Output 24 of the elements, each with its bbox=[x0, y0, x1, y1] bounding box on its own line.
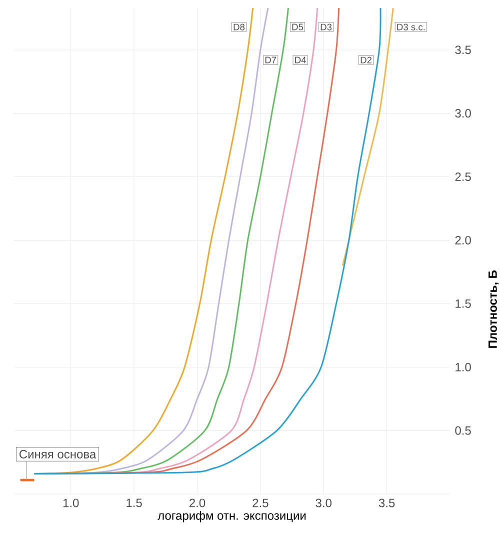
y-tick-label: 2.5 bbox=[455, 172, 471, 182]
y-tick-label: 1.5 bbox=[456, 299, 471, 308]
y-tick-label: 1.0 bbox=[456, 362, 471, 372]
x-tick-label: 3.5 bbox=[378, 498, 395, 508]
x-tick-label: 2.5 bbox=[252, 498, 268, 508]
y-tick-label: 0.5 bbox=[455, 426, 471, 435]
series-label: D3 bbox=[320, 24, 332, 30]
y-axis-title: Плотность, Б bbox=[488, 270, 499, 348]
series-label: D4 bbox=[295, 56, 306, 64]
x-axis-title: логарифм отн. экспозиции bbox=[158, 511, 306, 522]
y-tick-label: 2.0 bbox=[455, 236, 471, 244]
annotation: Синяя основа bbox=[20, 450, 96, 458]
y-tick-label: 3.5 bbox=[455, 46, 471, 54]
series-label: D7 bbox=[265, 56, 276, 64]
x-tick-label: 1.0 bbox=[63, 498, 79, 508]
x-tick-label: 1.5 bbox=[126, 498, 142, 508]
series-label: D5 bbox=[292, 24, 304, 30]
x-tick-label: 3.0 bbox=[316, 498, 332, 508]
series-label: D2 bbox=[360, 56, 372, 64]
y-tick-label: 3.0 bbox=[455, 109, 471, 118]
series-label: D3 s.c. bbox=[397, 24, 425, 30]
x-tick-label: 2.0 bbox=[190, 498, 206, 508]
line-series bbox=[342, 7, 394, 266]
series-label: D8 bbox=[234, 24, 245, 30]
